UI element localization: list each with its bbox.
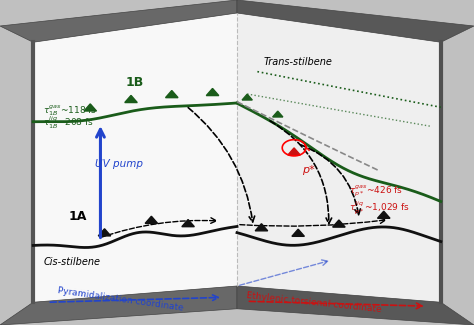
Polygon shape [0, 286, 237, 325]
Text: $\tau_{1B}^{gas}$~118 fs: $\tau_{1B}^{gas}$~118 fs [44, 103, 98, 118]
Polygon shape [237, 13, 441, 302]
Text: p*: p* [302, 165, 315, 175]
Polygon shape [206, 88, 219, 96]
Text: $\tau_{p*}^{liq}$~1,029 fs: $\tau_{p*}^{liq}$~1,029 fs [349, 199, 410, 216]
Text: $\tau_{p*}^{gas}$~426 fs: $\tau_{p*}^{gas}$~426 fs [349, 184, 403, 200]
Polygon shape [333, 220, 345, 227]
Text: Cis-stilbene: Cis-stilbene [44, 257, 100, 267]
Polygon shape [182, 219, 194, 227]
Polygon shape [273, 111, 283, 117]
Polygon shape [98, 229, 111, 236]
Polygon shape [84, 104, 97, 111]
Polygon shape [288, 148, 301, 155]
Polygon shape [377, 211, 390, 218]
Polygon shape [165, 90, 178, 98]
Polygon shape [145, 216, 158, 223]
Polygon shape [237, 286, 474, 325]
Polygon shape [237, 0, 474, 42]
Polygon shape [0, 0, 237, 42]
Polygon shape [292, 229, 304, 236]
Polygon shape [255, 224, 268, 231]
Polygon shape [242, 94, 252, 100]
Text: Trans-stilbene: Trans-stilbene [264, 57, 333, 67]
Text: Pyramidalization coordinate: Pyramidalization coordinate [57, 286, 184, 312]
Text: 1A: 1A [69, 210, 87, 223]
Text: 1B: 1B [126, 76, 144, 89]
Text: Ethylenic torsional coordinate: Ethylenic torsional coordinate [246, 292, 383, 315]
Text: $\tau_{1B}^{liq}$~208 fs: $\tau_{1B}^{liq}$~208 fs [44, 115, 94, 131]
Polygon shape [125, 96, 137, 103]
Polygon shape [33, 13, 237, 302]
Text: UV pump: UV pump [95, 159, 143, 169]
